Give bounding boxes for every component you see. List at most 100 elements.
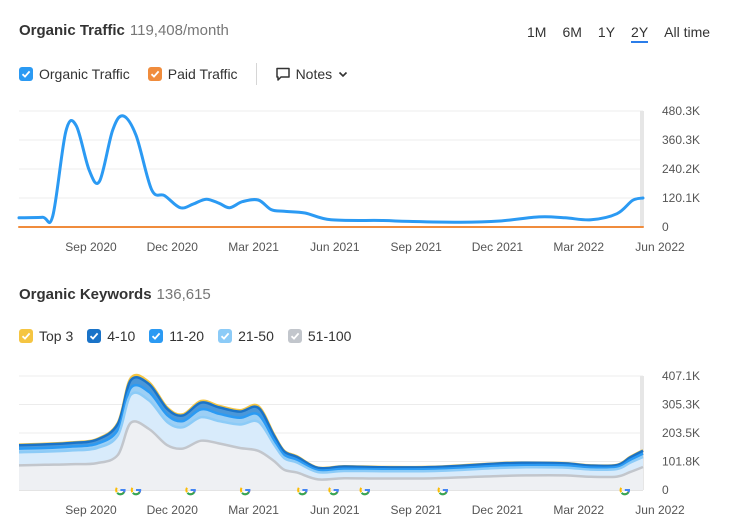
notes-dropdown[interactable]: Notes bbox=[275, 66, 350, 82]
x-tick-label: Jun 2022 bbox=[635, 240, 685, 254]
x-tick-label: Dec 2020 bbox=[147, 240, 199, 254]
google-icon-green bbox=[116, 491, 125, 496]
traffic-value: 119,408/month bbox=[129, 22, 229, 39]
x-tick-label: Mar 2021 bbox=[228, 240, 279, 254]
traffic-title: Organic Traffic bbox=[19, 22, 125, 39]
series-line-4-10 bbox=[18, 376, 644, 470]
google-icon-yellow bbox=[185, 487, 188, 493]
x-tick-label: Mar 2021 bbox=[228, 503, 279, 517]
chevron-down-icon bbox=[337, 68, 349, 80]
keywords-header: Organic Keywords 136,615 bbox=[19, 286, 211, 303]
google-icon-green bbox=[329, 491, 339, 496]
google-update-icon bbox=[115, 484, 126, 496]
series-line-21-50 bbox=[18, 391, 644, 474]
google-icon-green bbox=[186, 491, 196, 496]
google-icon-green bbox=[620, 491, 630, 496]
google-icon-blue bbox=[136, 489, 142, 493]
legend-top-3-label: Top 3 bbox=[39, 328, 74, 344]
checkbox-checked-icon[interactable] bbox=[287, 329, 302, 343]
google-icon-yellow bbox=[619, 487, 623, 493]
organic-traffic-chart: 0 120.1K 240.2K 360.3K 480.3K Sep 2020 Dec 202… bbox=[17, 104, 700, 254]
period-1y[interactable]: 1Y bbox=[597, 24, 616, 40]
period-2y[interactable]: 2Y bbox=[631, 24, 649, 43]
google-icon-green bbox=[132, 491, 141, 496]
x-tick-label: Dec 2020 bbox=[147, 503, 199, 517]
y-tick-label: 0 bbox=[662, 483, 669, 497]
y-tick-label: 240.2K bbox=[662, 162, 700, 176]
google-icon-green bbox=[298, 491, 307, 496]
google-icon-yellow bbox=[437, 487, 441, 493]
google-update-icon bbox=[239, 484, 251, 496]
x-tick-label: Mar 2022 bbox=[553, 503, 604, 517]
google-icon-blue bbox=[302, 489, 308, 493]
traffic-header: Organic Traffic 119,408/month bbox=[19, 22, 229, 39]
checkbox-checked-icon[interactable] bbox=[149, 329, 164, 343]
x-tick-label: Sep 2021 bbox=[390, 503, 442, 517]
x-tick-label: Mar 2022 bbox=[553, 240, 604, 254]
legend-divider bbox=[255, 63, 257, 85]
period-all-time[interactable]: All time bbox=[664, 24, 711, 40]
google-update-icon bbox=[297, 484, 308, 496]
checkbox-checked-icon[interactable] bbox=[19, 67, 33, 81]
google-icon-yellow bbox=[239, 487, 243, 493]
google-icon-yellow bbox=[115, 487, 118, 493]
y-tick-label: 480.3K bbox=[662, 104, 700, 118]
google-update-icon bbox=[437, 484, 448, 496]
legend-11-20[interactable]: 11-20 bbox=[149, 328, 204, 344]
period-selector: 1M 6M 1Y 2Y All time bbox=[527, 24, 710, 43]
legend-11-20-label: 11-20 bbox=[169, 328, 205, 344]
x-tick-label: Dec 2021 bbox=[472, 503, 524, 517]
checkbox-checked-icon[interactable] bbox=[87, 329, 102, 343]
y-tick-label: 203.5K bbox=[662, 426, 700, 440]
google-icon-green bbox=[438, 491, 448, 496]
scroll-bar bbox=[640, 111, 644, 227]
notes-label: Notes bbox=[295, 66, 333, 82]
legend-21-50-label: 21-50 bbox=[238, 328, 274, 344]
x-tick-label: Jun 2021 bbox=[310, 503, 360, 517]
x-tick-label: Jun 2022 bbox=[635, 503, 685, 517]
google-update-icon bbox=[328, 484, 339, 496]
google-icon-yellow bbox=[359, 487, 363, 493]
x-tick-label: Jun 2021 bbox=[310, 240, 360, 254]
y-tick-label: 407.1K bbox=[662, 369, 700, 383]
legend-51-100[interactable]: 51-100 bbox=[287, 328, 351, 344]
period-6m[interactable]: 6M bbox=[562, 24, 582, 40]
legend-4-10-label: 4-10 bbox=[107, 328, 136, 344]
google-icon-blue bbox=[245, 489, 251, 493]
google-update-icon bbox=[185, 484, 196, 496]
legend-organic-traffic[interactable]: Organic Traffic bbox=[19, 66, 130, 82]
y-tick-label: 101.8K bbox=[662, 455, 700, 469]
legend-21-50[interactable]: 21-50 bbox=[218, 328, 274, 344]
legend-paid-traffic-label: Paid Traffic bbox=[167, 66, 238, 82]
google-icon-blue bbox=[190, 489, 196, 493]
scroll-bar bbox=[640, 376, 644, 490]
notes-icon bbox=[275, 66, 291, 82]
legend-top-3[interactable]: Top 3 bbox=[19, 328, 73, 344]
google-icon-blue bbox=[442, 489, 448, 493]
checkbox-checked-icon[interactable] bbox=[147, 67, 162, 81]
google-icon-green bbox=[360, 491, 370, 496]
x-tick-label: Sep 2020 bbox=[65, 503, 117, 517]
google-icon-yellow bbox=[297, 487, 300, 493]
traffic-legend: Organic Traffic Paid Traffic Notes bbox=[19, 63, 349, 85]
legend-4-10[interactable]: 4-10 bbox=[87, 328, 135, 344]
x-tick-label: Dec 2021 bbox=[472, 240, 524, 254]
google-update-icon bbox=[359, 484, 370, 496]
period-1m[interactable]: 1M bbox=[527, 24, 547, 40]
google-icon-yellow bbox=[328, 487, 331, 493]
y-tick-label: 305.3K bbox=[662, 398, 700, 412]
series-area-51-100 bbox=[19, 421, 643, 490]
checkbox-checked-icon[interactable] bbox=[19, 329, 33, 343]
keywords-value: 136,615 bbox=[156, 286, 211, 303]
y-tick-label: 360.3K bbox=[662, 133, 700, 147]
google-icon-blue bbox=[333, 489, 339, 493]
google-icon-yellow bbox=[130, 487, 134, 493]
x-tick-label: Sep 2020 bbox=[65, 240, 117, 254]
google-update-icon bbox=[619, 484, 630, 496]
legend-paid-traffic[interactable]: Paid Traffic bbox=[147, 66, 238, 82]
google-icon-green bbox=[241, 491, 250, 496]
y-tick-label: 120.1K bbox=[662, 191, 700, 205]
checkbox-checked-icon[interactable] bbox=[218, 329, 233, 343]
google-icon-blue bbox=[624, 489, 630, 493]
